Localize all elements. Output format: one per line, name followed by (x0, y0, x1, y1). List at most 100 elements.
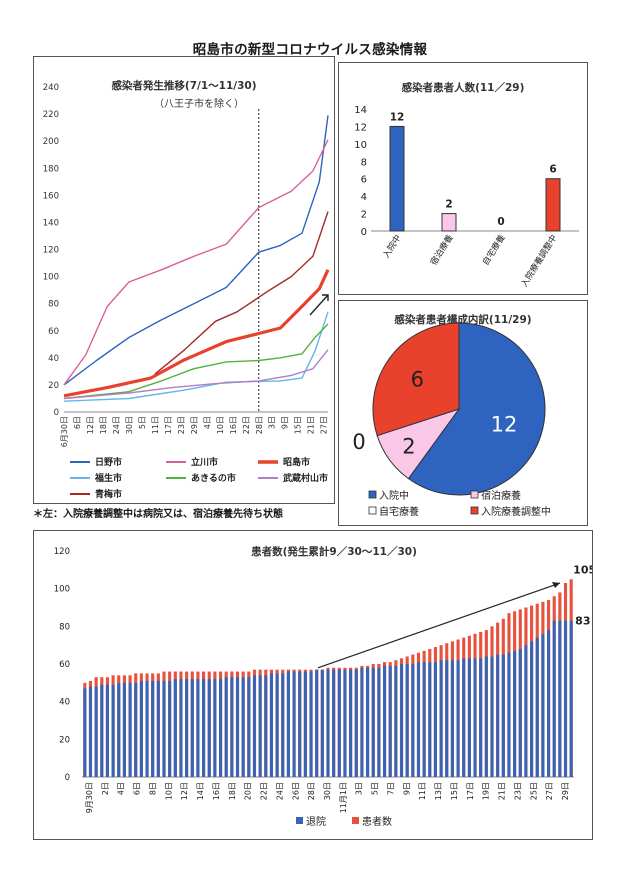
bar-discharged (185, 679, 189, 777)
y-tick-label: 100 (43, 273, 59, 283)
bar-discharged (354, 669, 358, 777)
y-tick-label: 140 (43, 218, 59, 228)
legend-label: 患者数 (362, 815, 392, 828)
bar-discharged (349, 669, 353, 777)
bar-discharged (264, 675, 268, 777)
bar-discharged (128, 682, 132, 777)
x-tick-label: 25日 (529, 782, 538, 800)
bar-discharged (445, 660, 449, 777)
legend-swatch (470, 506, 479, 515)
x-tick-label: 3日 (355, 782, 364, 795)
x-tick-label: 自宅療養 (480, 232, 508, 267)
bar-discharged (337, 669, 341, 777)
x-tick-label: 29日 (561, 782, 570, 800)
series-line (63, 349, 329, 400)
footnote: ＊左：入院療養調整中は病院又は、宿泊療養先待ち状態 (33, 509, 283, 520)
bar-discharged (428, 662, 432, 777)
bar-discharged (484, 656, 488, 777)
legend-swatch (296, 817, 303, 824)
x-tick-label: 23日 (513, 782, 522, 800)
bar-discharged (168, 680, 172, 777)
x-tick-label: 10日 (216, 416, 225, 434)
data-label: 6 (549, 164, 556, 176)
bar-discharged (518, 648, 522, 777)
x-tick-label: 15日 (450, 782, 459, 800)
y-tick-label: 0 (65, 773, 70, 783)
bar-discharged (213, 679, 217, 777)
bar-discharged (450, 660, 454, 777)
x-tick-label: 30日 (125, 416, 134, 434)
x-tick-label: 30日 (323, 782, 332, 800)
x-tick-label: 11日 (418, 782, 427, 800)
x-tick-label: 6日 (133, 782, 142, 795)
bar-discharged (490, 656, 494, 777)
bar-discharged (303, 671, 307, 777)
legend-label: 昭島市 (283, 456, 310, 468)
x-tick-label: 18日 (228, 782, 237, 800)
legend-label: 宿泊療養 (481, 489, 521, 502)
x-tick-label: 8日 (148, 782, 157, 795)
annotation-discharged: 83 (575, 615, 590, 628)
slice-label: 12 (491, 413, 518, 437)
slice-label: 2 (402, 434, 415, 458)
bar-discharged (275, 673, 279, 777)
bar-discharged (218, 679, 223, 777)
bar-discharged (151, 680, 155, 777)
bar-discharged (513, 650, 517, 777)
x-tick-label: 13日 (434, 782, 443, 800)
page-title: 昭島市の新型コロナウイルス感染情報 (192, 42, 428, 58)
x-tick-label: 宿泊療養 (428, 232, 456, 267)
bar-discharged (241, 677, 245, 777)
x-tick-label: 21日 (307, 416, 316, 434)
legend-label: 立川市 (191, 456, 218, 468)
slice-label: 0 (352, 430, 365, 454)
bar-discharged (230, 677, 234, 777)
trend-arrow-line (317, 582, 561, 669)
bar-discharged (224, 677, 228, 777)
bar-discharged (292, 671, 296, 777)
x-tick-label: 16日 (212, 782, 221, 800)
line-chart-panel: 感染者発生推移(7/1～11/30) （八王子市を除く） 0 20 40 60 80 100 1… (33, 56, 335, 504)
y-tick-label: 20 (48, 381, 59, 391)
bar-discharged (252, 675, 257, 777)
pie-slice (372, 322, 460, 437)
legend-label: 自宅療養 (379, 505, 419, 518)
bar-discharged (145, 680, 149, 777)
bar (545, 178, 561, 232)
bar-discharged (281, 673, 285, 777)
bar-discharged (207, 679, 211, 777)
bar-discharged (535, 637, 539, 777)
bar-discharged (286, 671, 290, 777)
legend-label: 日野市 (95, 456, 122, 468)
data-label: 2 (445, 199, 452, 211)
bar-discharged (473, 658, 477, 777)
x-tick-label: 5日 (138, 416, 147, 429)
x-tick-label: 16日 (229, 416, 238, 434)
bar-discharged (496, 654, 500, 777)
x-tick-label: 入院療養調整中 (519, 233, 560, 289)
bar-discharged (173, 679, 177, 777)
y-tick-label: 40 (48, 354, 59, 364)
legend-label: あきるの市 (191, 472, 236, 484)
legend-swatch (352, 817, 359, 824)
bar-discharged (552, 620, 556, 777)
legend-swatch (470, 490, 479, 499)
legend-label: 入院療養調整中 (481, 505, 551, 518)
x-tick-label: 4日 (203, 416, 212, 429)
y-tick-label: 4 (361, 192, 367, 203)
x-tick-label: 26日 (291, 782, 300, 800)
y-tick-label: 160 (43, 191, 59, 201)
bar-discharged (100, 684, 104, 777)
bar-discharged (162, 680, 166, 777)
y-tick-label: 120 (54, 547, 70, 557)
bar-discharged (524, 645, 528, 777)
x-tick-label: 18日 (99, 416, 108, 434)
y-tick-label: 180 (43, 164, 59, 174)
y-tick-label: 2 (361, 210, 367, 221)
bar-discharged (156, 680, 160, 777)
bar-discharged (94, 686, 98, 777)
slice-label: 6 (411, 368, 424, 392)
bar-discharged (439, 660, 443, 777)
x-tick-label: 12日 (180, 782, 189, 800)
x-tick-label: 3日 (268, 416, 277, 429)
